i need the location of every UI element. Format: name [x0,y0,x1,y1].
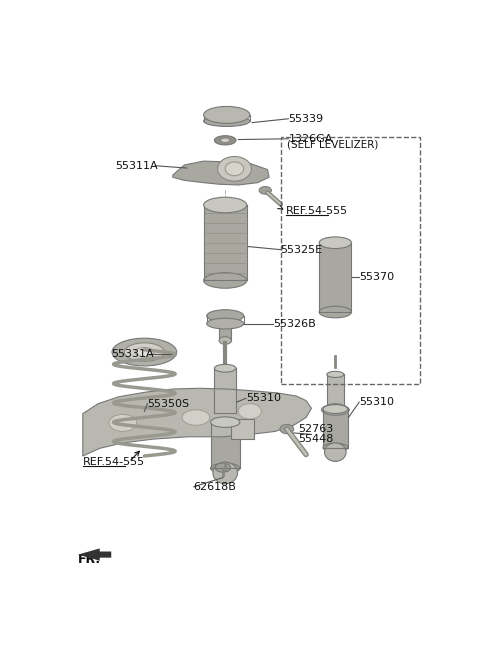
Text: 55370: 55370 [359,272,394,282]
Text: 55325E: 55325E [281,245,323,255]
Text: 55310: 55310 [359,397,394,407]
Text: 55310: 55310 [246,393,281,403]
Polygon shape [173,161,269,185]
Ellipse shape [135,348,154,357]
Ellipse shape [236,424,248,434]
Ellipse shape [207,318,244,329]
Bar [319,243,351,312]
Ellipse shape [204,115,250,127]
Ellipse shape [112,338,177,366]
Bar [219,323,231,340]
Ellipse shape [327,371,344,377]
Ellipse shape [204,197,247,213]
Text: 55339: 55339 [288,113,324,124]
Ellipse shape [322,405,349,415]
Ellipse shape [217,157,252,181]
Ellipse shape [219,337,231,344]
Ellipse shape [124,343,164,361]
Bar [323,409,348,447]
Ellipse shape [324,443,346,461]
Ellipse shape [259,186,271,194]
Text: REF.54-555: REF.54-555 [83,457,145,467]
Ellipse shape [109,415,137,432]
Bar [327,375,344,407]
Ellipse shape [207,310,244,322]
Bar [230,419,254,439]
Text: FR.: FR. [78,554,101,567]
Bar [215,368,236,413]
Ellipse shape [211,417,240,428]
Ellipse shape [204,106,250,123]
Text: 55448: 55448 [299,434,334,444]
Polygon shape [83,388,312,456]
Bar [204,205,247,281]
Ellipse shape [215,364,236,372]
Ellipse shape [204,273,247,288]
Ellipse shape [221,138,230,142]
Ellipse shape [215,136,236,145]
Text: 55311A: 55311A [115,161,158,171]
Text: 55326B: 55326B [273,319,316,329]
Ellipse shape [225,162,244,176]
Text: 1326GA: 1326GA [288,134,333,144]
Text: REF.54-555: REF.54-555 [286,206,348,216]
Ellipse shape [182,410,210,425]
Ellipse shape [215,409,236,417]
Ellipse shape [215,463,230,472]
Ellipse shape [319,237,351,249]
Ellipse shape [319,306,351,318]
Text: 52763: 52763 [299,424,334,434]
Ellipse shape [238,403,262,419]
Text: 55331A: 55331A [111,350,154,359]
Ellipse shape [213,462,238,483]
Polygon shape [78,548,111,561]
Ellipse shape [323,443,348,452]
Bar [281,137,420,384]
Ellipse shape [323,405,348,413]
Text: 55350S: 55350S [147,399,190,409]
Text: (SELF LEVELIZER): (SELF LEVELIZER) [287,139,378,150]
Ellipse shape [208,409,242,421]
Text: 62618B: 62618B [193,482,237,492]
Ellipse shape [327,403,344,410]
Ellipse shape [211,463,240,474]
Bar [211,422,240,468]
Ellipse shape [280,424,294,434]
